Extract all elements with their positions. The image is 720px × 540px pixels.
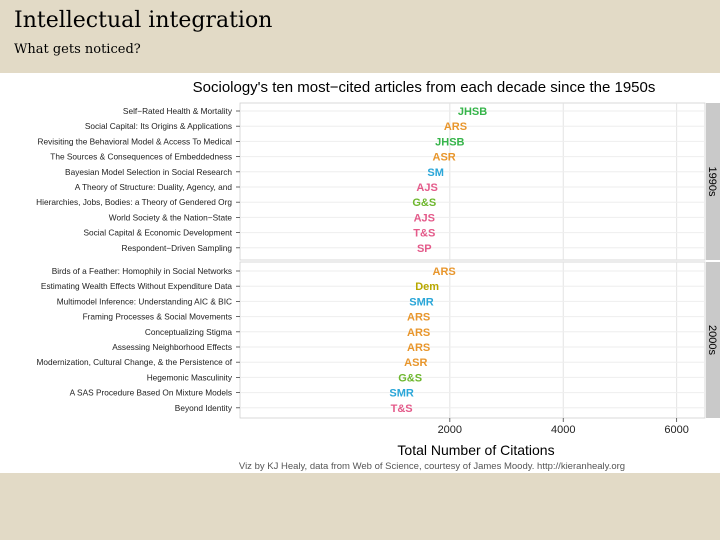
article-label: The Sources & Consequences of Embeddedne… — [50, 152, 232, 162]
data-point-ars: ARS — [407, 312, 430, 324]
data-point-gs: G&S — [412, 197, 436, 209]
article-label: Bayesian Model Selection in Social Resea… — [65, 167, 232, 177]
article-label: Hegemonic Masculinity — [147, 372, 233, 382]
article-label: Social Capital & Economic Development — [84, 228, 233, 238]
data-point-ars: ARS — [407, 342, 430, 354]
article-label: Multimodel Inference: Understanding AIC … — [57, 296, 232, 306]
data-point-ajs: AJS — [416, 182, 437, 194]
article-label: Framing Processes & Social Movements — [83, 312, 232, 322]
x-tick-label: 6000 — [664, 424, 688, 436]
data-point-asr: ASR — [433, 152, 456, 164]
article-label: Beyond Identity — [175, 403, 233, 413]
article-label: Modernization, Cultural Change, & the Pe… — [36, 357, 232, 367]
x-axis-label: Total Number of Citations — [397, 442, 554, 458]
data-point-ars: ARS — [433, 266, 456, 278]
data-point-ars: ARS — [407, 327, 430, 339]
data-point-asr: ASR — [404, 357, 427, 369]
panel-2000s-strip-label: 2000s — [706, 325, 718, 355]
x-tick-label: 4000 — [551, 424, 575, 436]
data-point-jhsb: JHSB — [435, 136, 464, 148]
data-point-dem: Dem — [415, 281, 439, 293]
chart-caption: Viz by KJ Healy, data from Web of Scienc… — [239, 461, 625, 472]
article-label: Self−Rated Health & Mortality — [123, 106, 233, 116]
article-label: Estimating Wealth Effects Without Expend… — [41, 281, 232, 291]
x-tick-label: 2000 — [438, 424, 462, 436]
article-label: Hierarchies, Jobs, Bodies: a Theory of G… — [36, 197, 232, 207]
citation-chart: Sociology's ten most−cited articles from… — [36, 79, 720, 472]
article-label: A SAS Procedure Based On Mixture Models — [70, 388, 232, 398]
data-point-jhsb: JHSB — [458, 106, 487, 118]
data-point-smr: SMR — [409, 296, 434, 308]
panel-2000s-strip — [706, 262, 720, 418]
article-label: Conceptualizing Stigma — [145, 327, 233, 337]
article-label: Respondent−Driven Sampling — [122, 243, 233, 253]
article-label: Social Capital: Its Origins & Applicatio… — [85, 121, 232, 131]
data-point-ts: T&S — [413, 228, 435, 240]
panel-2000s-background — [239, 261, 706, 419]
slide-title: Intellectual integration — [14, 8, 273, 33]
data-point-gs: G&S — [398, 372, 422, 384]
slide-subtitle: What gets noticed? — [14, 42, 141, 57]
data-point-ts: T&S — [391, 403, 413, 415]
data-point-sp: SP — [417, 243, 432, 255]
chart-title: Sociology's ten most−cited articles from… — [193, 79, 656, 96]
chart-figure: Sociology's ten most−cited articles from… — [0, 73, 720, 473]
data-point-ars: ARS — [444, 121, 467, 133]
panel-1990s-background — [239, 102, 706, 261]
data-point-ajs: AJS — [414, 212, 435, 224]
panel-1990s-strip — [706, 103, 720, 260]
article-label: A Theory of Structure: Duality, Agency, … — [75, 182, 233, 192]
article-label: World Society & the Nation−State — [109, 212, 233, 222]
article-label: Assessing Neighborhood Effects — [112, 342, 232, 352]
article-label: Revisiting the Behavioral Model & Access… — [38, 136, 233, 146]
panel-1990s-strip-label: 1990s — [706, 167, 718, 197]
article-label: Birds of a Feather: Homophily in Social … — [52, 266, 232, 276]
data-point-sm: SM — [427, 167, 444, 179]
data-point-smr: SMR — [389, 388, 414, 400]
